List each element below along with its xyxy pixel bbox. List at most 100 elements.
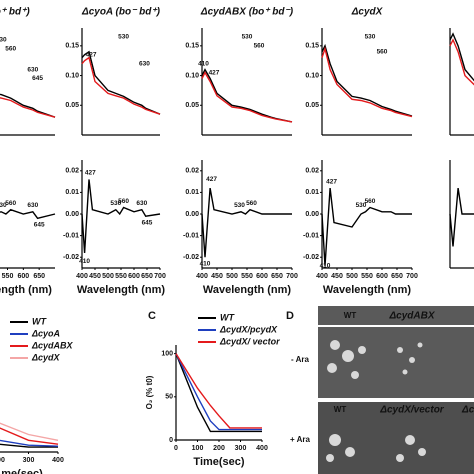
x-tick-label: 200 — [0, 457, 5, 464]
x-tick-label: 450 — [331, 273, 343, 280]
y-tick-label: 0.15 — [65, 43, 79, 50]
peak-label: 427 — [86, 51, 97, 58]
y-tick-label: -0.01 — [63, 232, 79, 239]
column-label: ΔcydABX — [388, 311, 435, 322]
peak-label: 630 — [139, 60, 150, 67]
peak-label: 630 — [27, 66, 38, 73]
x-tick-label: 550 — [2, 273, 14, 280]
peak-label: 560 — [365, 198, 376, 205]
x-tick-label: 600 — [128, 273, 140, 280]
y-tick-label: 0.05 — [305, 102, 319, 109]
legend-label: ΔcydX — [31, 352, 61, 362]
peak-label: 560 — [377, 48, 388, 55]
y-tick-label: -0.01 — [183, 232, 199, 239]
y-tick-label: 0.01 — [185, 189, 199, 196]
y-tick-label: 0.15 — [305, 43, 319, 50]
x-tick-label: 700 — [406, 273, 418, 280]
y-tick-label: 0.00 — [65, 211, 79, 218]
x-axis-label: Wavelength (nm) — [77, 284, 166, 296]
peak-label: 530 — [242, 34, 253, 41]
x-axis-label: Wavelength (nm) — [323, 284, 412, 296]
series-line — [201, 187, 292, 258]
panel-letter: C — [148, 310, 156, 322]
peak-label: 530 — [118, 34, 129, 41]
x-tick-label: 400 — [196, 273, 208, 280]
x-tick-label: 500 — [346, 273, 358, 280]
peak-label: 427 — [209, 69, 220, 76]
legend-label: WT — [220, 312, 235, 322]
y-tick-label: 0.15 — [185, 43, 199, 50]
series-line — [0, 97, 56, 118]
x-tick-label: 0 — [174, 445, 178, 452]
series-line — [0, 427, 59, 445]
peak-label: 560 — [5, 46, 16, 53]
series-line — [449, 187, 474, 247]
y-tick-label: 0.02 — [185, 168, 199, 175]
plate-divider — [318, 325, 474, 327]
x-tick-label: 400 — [256, 445, 268, 452]
series-line — [175, 353, 262, 433]
peak-label: 410 — [200, 260, 211, 267]
y-tick-label: 0.00 — [305, 211, 319, 218]
y-tick-label: 0.00 — [185, 211, 199, 218]
y-tick-label: -0.02 — [63, 254, 79, 261]
legend-label: WT — [32, 316, 47, 326]
x-axis-label: me(sec) — [1, 468, 43, 474]
x-tick-label: 650 — [391, 273, 403, 280]
y-tick-label: 50 — [165, 394, 173, 401]
chart-title: ΔcydABX (bo⁺ bd⁻) — [200, 7, 294, 18]
series-line — [321, 46, 413, 118]
x-tick-label: 400 — [76, 273, 88, 280]
peak-label: 630 — [136, 200, 147, 207]
y-tick-label: 0.05 — [65, 102, 79, 109]
y-tick-label: 0.10 — [65, 72, 79, 79]
y-tick-label: 0 — [169, 437, 173, 444]
series-line — [449, 38, 474, 86]
series-line — [175, 353, 262, 429]
series-line — [175, 353, 262, 431]
row-label: + Ara — [290, 435, 310, 444]
x-tick-label: 200 — [213, 445, 225, 452]
legend-label: ΔcydX/ vector — [219, 336, 280, 346]
peak-label: 530 — [0, 37, 7, 44]
y-tick-label: 0.02 — [305, 168, 319, 175]
y-tick-label: 0.05 — [185, 102, 199, 109]
peak-label: 410 — [198, 60, 209, 67]
x-tick-label: 100 — [192, 445, 204, 452]
peak-label: 530 — [356, 202, 367, 209]
legend-label: ΔcydX/pcydX — [219, 324, 278, 334]
x-tick-label: 550 — [241, 273, 253, 280]
peak-label: 560 — [5, 200, 16, 207]
x-tick-label: 450 — [211, 273, 223, 280]
panel-letter: D — [286, 310, 294, 322]
series-line — [321, 43, 413, 117]
column-label: WT — [334, 405, 347, 414]
x-tick-label: 550 — [361, 273, 373, 280]
x-tick-label: 600 — [256, 273, 268, 280]
series-line — [0, 443, 58, 448]
series-line — [321, 188, 412, 266]
x-axis-label: Time(sec) — [193, 456, 244, 468]
plate-image — [318, 402, 474, 474]
chart-title: ΔcydX — [351, 7, 384, 18]
chart-title: (bo⁺ bd⁺) — [0, 7, 30, 18]
legend-label: ΔcyoA — [31, 328, 60, 338]
y-tick-label: -0.02 — [303, 254, 319, 261]
series-line — [81, 50, 161, 115]
series-line — [81, 179, 161, 253]
x-tick-label: 700 — [286, 273, 298, 280]
column-label: Δcy — [461, 405, 474, 416]
y-axis-label: O₂ (% t0) — [145, 375, 154, 409]
x-axis-label: length (nm) — [0, 284, 52, 296]
x-tick-label: 650 — [141, 273, 153, 280]
y-tick-label: 100 — [161, 350, 173, 357]
series-line — [449, 32, 474, 82]
series-line — [201, 71, 293, 123]
chart-title: ΔcyoA (bo⁻ bd⁺) — [81, 7, 161, 18]
series-line — [81, 56, 161, 115]
y-tick-label: 0.02 — [65, 168, 79, 175]
peak-label: 410 — [79, 258, 90, 265]
y-tick-label: -0.01 — [303, 232, 319, 239]
peak-label: 427 — [326, 178, 337, 185]
